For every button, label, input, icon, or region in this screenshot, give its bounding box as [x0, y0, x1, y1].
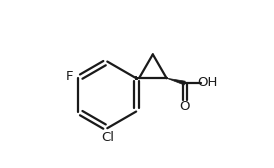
Text: O: O: [179, 100, 190, 113]
Text: OH: OH: [198, 76, 218, 89]
Text: F: F: [66, 70, 73, 83]
Text: Cl: Cl: [101, 131, 114, 144]
Polygon shape: [167, 78, 185, 85]
